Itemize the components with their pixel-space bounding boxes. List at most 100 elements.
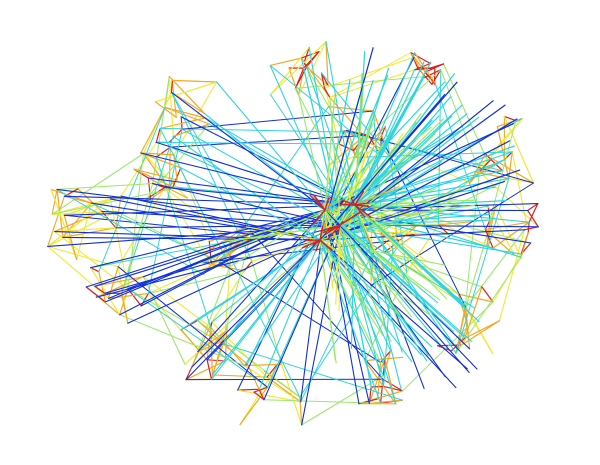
graph-edge-403: [90, 209, 326, 269]
graph-edge-60: [382, 378, 404, 392]
graph-edge-233: [237, 388, 260, 391]
graph-edge-490: [251, 239, 321, 262]
graph-edge-63: [301, 375, 384, 426]
graph-edge-469: [339, 224, 397, 405]
graph-edge-208: [460, 320, 500, 346]
graph-edge-113: [85, 286, 107, 303]
graph-edge-411: [142, 209, 326, 278]
graph-edge-153: [270, 41, 327, 96]
graph-edge-625: [324, 209, 334, 289]
graph-edge-100: [54, 227, 117, 233]
graph-edge-68: [142, 276, 186, 365]
graph-edge-666: [314, 200, 326, 211]
graph-edge-213: [481, 286, 494, 303]
graph-edge-56: [465, 229, 525, 308]
graph-edge-498: [169, 146, 341, 226]
graph-edge-302: [406, 224, 439, 273]
graph-edge-168: [413, 67, 430, 71]
graph-edge-640: [339, 211, 361, 226]
graph-edge-644: [326, 224, 341, 241]
graph-edge-663: [319, 239, 333, 251]
graph-edge-245: [281, 363, 303, 426]
graph-edge-139: [170, 79, 173, 93]
graph-edge-413: [180, 116, 356, 206]
graph-edge-496: [229, 209, 326, 268]
graph-edge-504: [152, 182, 341, 226]
graph-edge-342: [90, 240, 232, 269]
graph-edge-316: [338, 130, 345, 145]
graph-edge-473: [263, 224, 341, 401]
graph-edge-645: [319, 225, 324, 241]
graph-edge-362: [155, 156, 212, 328]
graph-edge-585: [354, 113, 468, 206]
graph-edge-252: [206, 359, 213, 380]
graph-edge-174: [503, 115, 535, 184]
graph-edge-167: [413, 62, 431, 71]
graph-edge-586: [319, 93, 446, 241]
graph-edge-152: [270, 46, 310, 96]
graph-edge-633: [324, 209, 478, 370]
graph-edge-196: [484, 228, 515, 256]
graph-edge-67: [210, 326, 245, 367]
graph-edge-522: [324, 97, 336, 211]
graph-edge-244: [243, 363, 283, 367]
graph-edge-350: [117, 266, 268, 388]
graph-edge-599: [319, 239, 457, 389]
graph-edge-222: [370, 385, 385, 388]
graph-edge-534: [339, 118, 518, 226]
graph-edge-662: [301, 239, 321, 249]
graph-edge-193: [486, 219, 491, 248]
graph-edge-333: [402, 301, 494, 392]
graph-edge-66: [243, 364, 302, 403]
graph-edge-44: [496, 118, 523, 128]
graph-edge-34: [442, 63, 489, 163]
graph-edge-51: [527, 221, 530, 233]
graph-edge-137: [168, 75, 206, 115]
graph-edge-634: [324, 209, 356, 295]
graph-edge-390: [56, 188, 341, 226]
graph-edge-367: [155, 141, 340, 145]
graph-edge-341: [56, 183, 154, 190]
graph-edge-637: [341, 199, 356, 206]
graph-edge-613: [339, 224, 454, 333]
graph-edge-250: [185, 360, 226, 381]
graph-edge-489: [211, 239, 321, 376]
graph-edge-573: [354, 61, 425, 206]
graph-edge-212: [464, 286, 483, 339]
graph-edge-476: [243, 224, 341, 367]
graph-edge-325: [63, 214, 255, 236]
graph-edge-59: [368, 357, 386, 404]
graph-edge-572: [354, 83, 365, 206]
graph-edge-223: [383, 385, 404, 392]
graph-edge-81: [224, 266, 231, 341]
graph-edge-191: [494, 205, 522, 258]
graph-edge-288: [173, 154, 178, 181]
graph-edge-664: [354, 204, 366, 218]
graph-edge-483: [197, 239, 321, 321]
graph-edge-54: [498, 229, 525, 322]
graph-edge-348: [222, 241, 301, 398]
graph-edge-141: [154, 81, 218, 103]
graph-edge-395: [63, 195, 356, 206]
graph-edge-14: [147, 261, 220, 295]
graph-edge-123: [120, 292, 129, 324]
graph-edge-424: [298, 94, 326, 211]
graph-edge-582: [354, 104, 463, 206]
graph-edge-106: [50, 188, 78, 260]
graph-edge-660: [354, 190, 365, 206]
graph-edge-157: [323, 87, 331, 99]
graph-edge-238: [239, 386, 269, 426]
graph-edge-183: [478, 161, 489, 173]
graph-edge-631: [354, 204, 403, 353]
graph-edge-140: [171, 79, 218, 83]
graph-edge-234: [237, 389, 302, 403]
graph-edge-561: [324, 119, 376, 211]
graph-edge-151: [303, 46, 310, 64]
graph-edge-611: [339, 224, 445, 350]
graph-edge-618: [335, 224, 341, 305]
graph-edge-621: [339, 224, 373, 390]
graph-edge-199: [528, 203, 539, 223]
graph-edge-264: [201, 262, 245, 272]
graph-edge-623: [354, 204, 480, 323]
graph-edge-241: [258, 389, 265, 401]
